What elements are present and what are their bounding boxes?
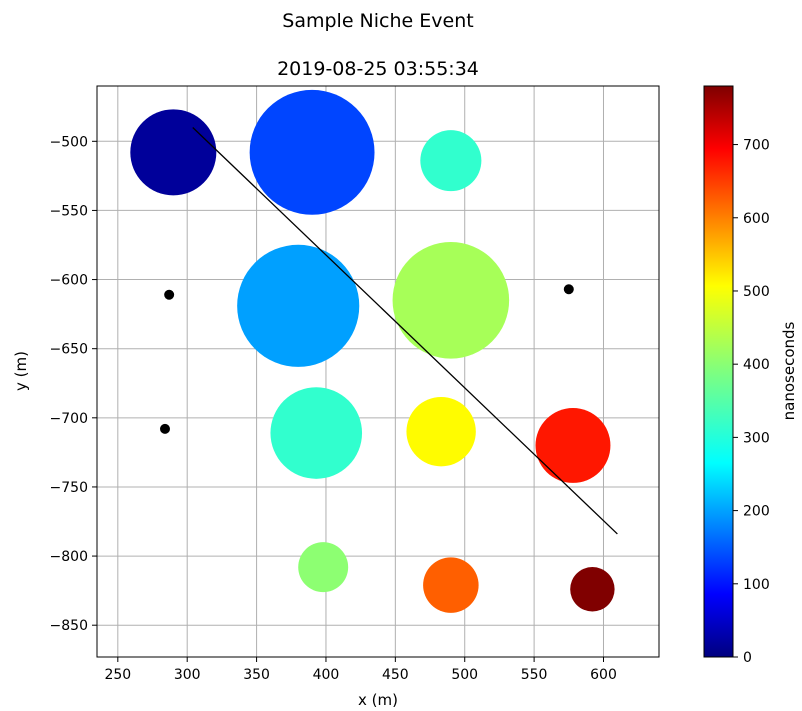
data-point	[298, 542, 349, 593]
x-tick-label: 450	[382, 667, 409, 683]
data-point	[570, 567, 615, 612]
y-tick-label: −550	[50, 203, 88, 219]
colorbar-tick-label: 100	[743, 577, 770, 593]
plot-area	[130, 89, 618, 613]
colorbar-tick-label: 600	[743, 211, 770, 227]
data-point	[249, 89, 375, 215]
detector-marker	[159, 423, 170, 434]
x-axis-label: x (m)	[358, 691, 398, 709]
track-line	[192, 127, 618, 535]
data-point	[237, 244, 360, 367]
colorbar-tick-label: 300	[743, 430, 770, 446]
detector-marker	[563, 284, 574, 295]
y-tick-label: −800	[50, 549, 88, 565]
chart-title: Sample Niche Event	[282, 10, 473, 32]
y-tick-label: −750	[50, 480, 88, 496]
y-axis-label: y (m)	[12, 351, 30, 391]
data-point	[423, 557, 479, 613]
y-tick-label: −600	[50, 273, 88, 289]
x-tick-label: 500	[451, 667, 478, 683]
colorbar-tick-label: 500	[743, 284, 770, 300]
x-tick-label: 400	[313, 667, 340, 683]
colorbar-tick-label: 700	[743, 138, 770, 154]
x-tick-label: 550	[521, 667, 548, 683]
y-axis: −500 −550 −600 −650 −700 −750 −800 −850	[50, 134, 97, 634]
colorbar-axis: 0 100 200 300 400 500 600 700	[733, 138, 770, 666]
data-point	[270, 387, 363, 479]
x-tick-label: 600	[590, 667, 617, 683]
x-tick-label: 250	[104, 667, 131, 683]
y-tick-label: −850	[50, 618, 88, 634]
data-point	[406, 396, 476, 467]
colorbar-label: nanoseconds	[780, 321, 798, 420]
detector-marker	[164, 289, 175, 300]
x-tick-label: 300	[174, 667, 201, 683]
y-tick-label: −700	[50, 411, 88, 427]
y-tick-label: −500	[50, 134, 88, 150]
y-tick-label: −650	[50, 342, 88, 358]
x-tick-label: 350	[243, 667, 270, 683]
colorbar-tick-label: 400	[743, 357, 770, 373]
plot-frame	[96, 85, 660, 658]
data-point	[420, 130, 482, 192]
colorbar-tick-label: 200	[743, 504, 770, 520]
data-point	[130, 109, 217, 196]
data-point	[392, 242, 510, 359]
colorbar	[703, 85, 734, 658]
x-axis: 250 300 350 400 450 500 550 600	[104, 657, 617, 683]
colorbar-tick-label: 0	[743, 650, 752, 666]
chart-subtitle: 2019-08-25 03:55:34	[277, 58, 479, 80]
data-point	[535, 408, 611, 483]
